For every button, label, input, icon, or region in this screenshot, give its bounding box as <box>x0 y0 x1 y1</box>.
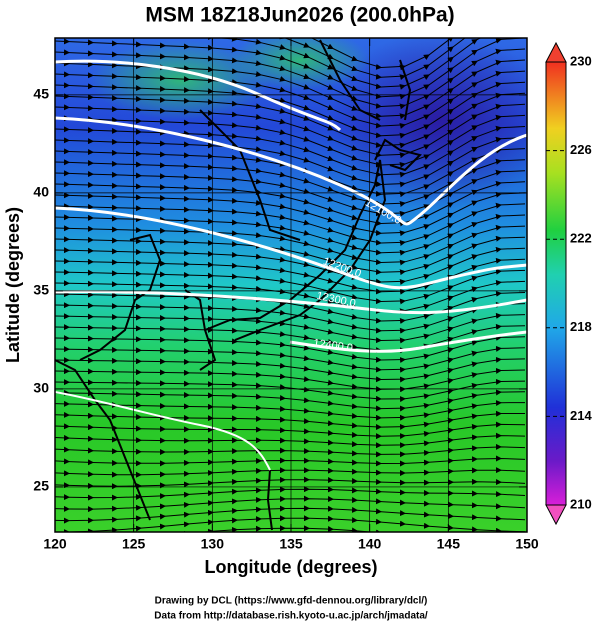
streamline <box>55 432 526 449</box>
x-tick-label: 145 <box>437 536 461 552</box>
streamline <box>55 455 526 467</box>
plot-area <box>55 38 527 532</box>
x-tick-label: 140 <box>358 536 382 552</box>
title: MSM 18Z18Jun2026 (200.0hPa) <box>145 4 454 27</box>
y-axis-label: Latitude (degrees) <box>3 207 23 363</box>
x-tick-label: 130 <box>201 536 225 552</box>
streamline <box>55 476 526 490</box>
streamline <box>55 443 526 458</box>
x-tick-label: 150 <box>515 536 539 552</box>
y-tick-label: 45 <box>33 86 49 102</box>
y-tick-label: 30 <box>33 380 49 396</box>
colorbar-tick-label: 222 <box>570 231 592 246</box>
x-tick-label: 125 <box>122 536 146 552</box>
x-axis-label: Longitude (degrees) <box>204 557 377 577</box>
colorbar-max-arrow <box>545 41 567 63</box>
colorbar-tick-label: 226 <box>570 142 592 157</box>
colorbar-tick-label: 214 <box>570 408 592 423</box>
x-tick-label: 135 <box>279 536 303 552</box>
colorbar-tick-label: 218 <box>570 319 592 334</box>
streamline <box>63 525 502 532</box>
axes: 120 125 130 135 140 145 150 25 30 35 40 45 210 214 218… <box>33 38 592 552</box>
contour-line <box>55 59 342 132</box>
contour-line <box>55 290 527 315</box>
contour-label: 12400.0 <box>312 337 353 354</box>
credit: Data from http://database.rish.kyoto-u.a… <box>154 611 428 622</box>
colorbar-tick-label: 230 <box>570 53 592 68</box>
streamline <box>55 467 526 478</box>
contour-line <box>289 330 527 353</box>
contours <box>55 59 527 471</box>
colorbar-min-arrow <box>545 504 567 526</box>
colorbar-tick-label: 210 <box>570 496 592 511</box>
grid <box>55 38 527 532</box>
x-tick-label: 120 <box>43 536 67 552</box>
field-patch <box>230 38 370 90</box>
y-tick-label: 25 <box>33 478 49 494</box>
colorbar <box>545 61 567 506</box>
streamline <box>55 421 526 440</box>
contour-line <box>55 206 527 290</box>
contour-line <box>55 391 271 471</box>
y-tick-label: 35 <box>33 282 49 298</box>
streamline <box>55 410 525 431</box>
contour-line <box>55 116 527 226</box>
credit: Drawing by DCL (https://www.gfd-dennou.o… <box>155 596 428 607</box>
streamlines <box>55 38 526 532</box>
y-tick-label: 40 <box>33 184 49 200</box>
